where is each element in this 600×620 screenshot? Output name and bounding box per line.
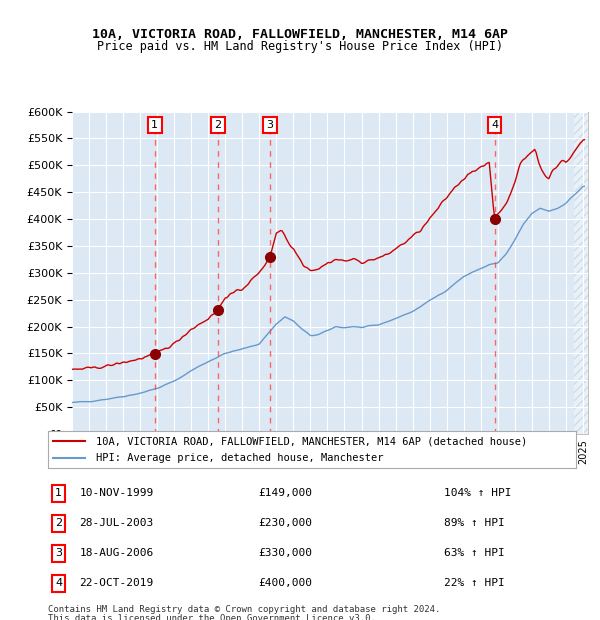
Text: £230,000: £230,000 [259, 518, 313, 528]
Text: 4: 4 [491, 120, 498, 130]
Text: 104% ↑ HPI: 104% ↑ HPI [444, 489, 511, 498]
Text: 1: 1 [151, 120, 158, 130]
Text: 3: 3 [55, 548, 62, 558]
Text: 4: 4 [55, 578, 62, 588]
Text: £400,000: £400,000 [259, 578, 313, 588]
Text: 22-OCT-2019: 22-OCT-2019 [80, 578, 154, 588]
Text: 10A, VICTORIA ROAD, FALLOWFIELD, MANCHESTER, M14 6AP (detached house): 10A, VICTORIA ROAD, FALLOWFIELD, MANCHES… [95, 436, 527, 446]
Text: 10A, VICTORIA ROAD, FALLOWFIELD, MANCHESTER, M14 6AP: 10A, VICTORIA ROAD, FALLOWFIELD, MANCHES… [92, 28, 508, 41]
Text: £330,000: £330,000 [259, 548, 313, 558]
Text: 2: 2 [214, 120, 221, 130]
Text: 2: 2 [55, 518, 62, 528]
Text: 10-NOV-1999: 10-NOV-1999 [80, 489, 154, 498]
Text: HPI: Average price, detached house, Manchester: HPI: Average price, detached house, Manc… [95, 453, 383, 463]
Text: This data is licensed under the Open Government Licence v3.0.: This data is licensed under the Open Gov… [48, 614, 376, 620]
Text: 1: 1 [55, 489, 62, 498]
Text: 3: 3 [266, 120, 274, 130]
Text: 22% ↑ HPI: 22% ↑ HPI [444, 578, 505, 588]
Text: 63% ↑ HPI: 63% ↑ HPI [444, 548, 505, 558]
Bar [574, 112, 588, 434]
Text: 18-AUG-2006: 18-AUG-2006 [80, 548, 154, 558]
Text: 28-JUL-2003: 28-JUL-2003 [80, 518, 154, 528]
Text: 89% ↑ HPI: 89% ↑ HPI [444, 518, 505, 528]
Text: Contains HM Land Registry data © Crown copyright and database right 2024.: Contains HM Land Registry data © Crown c… [48, 604, 440, 614]
Text: £149,000: £149,000 [259, 489, 313, 498]
Text: Price paid vs. HM Land Registry's House Price Index (HPI): Price paid vs. HM Land Registry's House … [97, 40, 503, 53]
Bar [574, 112, 588, 434]
